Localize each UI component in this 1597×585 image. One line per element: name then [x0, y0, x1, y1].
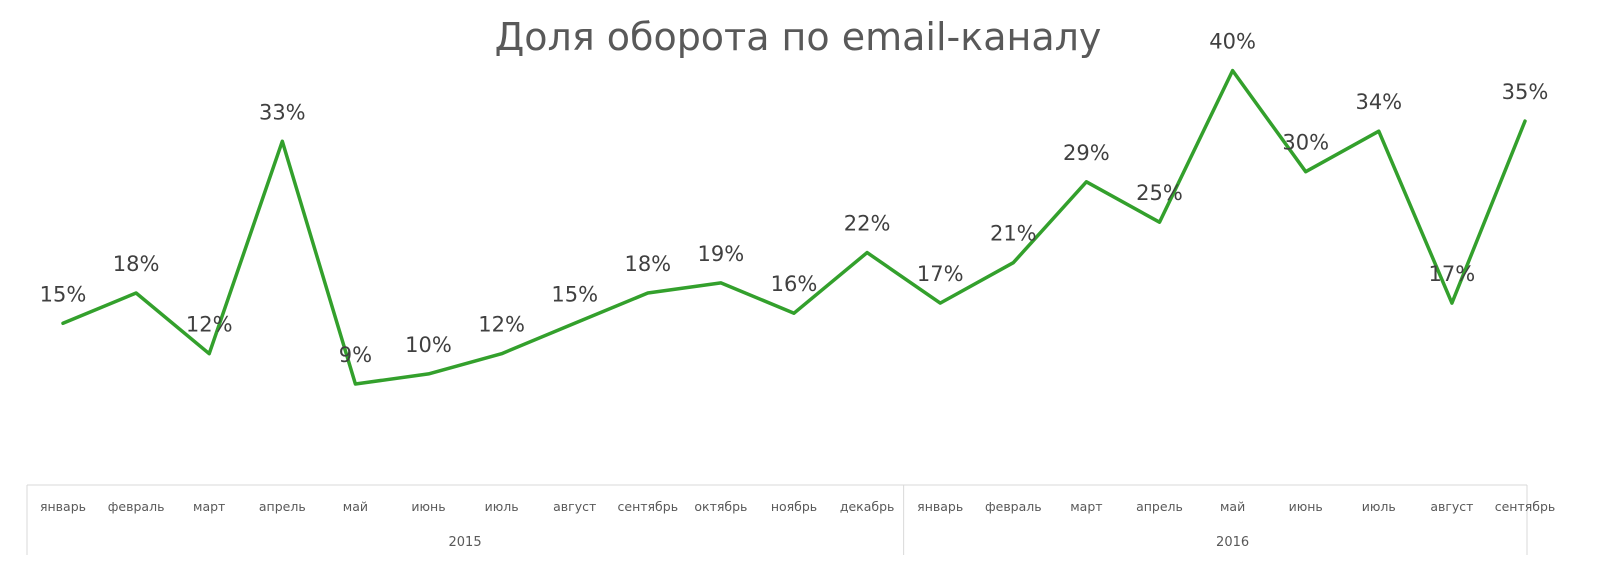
x-tick-label: сентябрь: [618, 499, 679, 514]
x-tick-label: январь: [40, 499, 86, 514]
plot-area: 15% 18% 12% 33% 9% 10% 12% 15% 18% 19% 16% 22% 17% 21…: [40, 30, 1549, 386]
x-tick-label: октябрь: [694, 499, 747, 514]
data-label: 33%: [259, 100, 306, 124]
data-label: 19%: [698, 242, 745, 266]
data-label: 10%: [405, 333, 452, 357]
year-group-label: 2016: [1216, 535, 1249, 550]
data-label: 15%: [551, 282, 598, 306]
x-tick-label: апрель: [259, 499, 306, 514]
x-tick-label: январь: [917, 499, 963, 514]
data-label: 12%: [186, 313, 233, 337]
data-label: 18%: [624, 252, 671, 276]
data-label: 18%: [113, 252, 160, 276]
year-group-label: 2015: [449, 535, 482, 550]
data-label: 17%: [1429, 262, 1476, 286]
x-tick-label: март: [193, 499, 225, 514]
data-label: 16%: [771, 272, 818, 296]
x-tick-label: июнь: [1289, 499, 1323, 514]
data-label: 40%: [1209, 30, 1256, 54]
x-tick-label: август: [553, 499, 596, 514]
data-label: 21%: [990, 222, 1037, 246]
data-label: 17%: [917, 262, 964, 286]
chart-title: Доля оборота по email-каналу: [495, 15, 1102, 59]
category-axis: январь февраль март апрель май июнь июль август…: [26, 484, 1556, 555]
series-line: [61, 68, 1527, 386]
x-tick-label: февраль: [985, 499, 1042, 514]
data-label: 29%: [1063, 141, 1110, 165]
x-tick-label: июль: [485, 499, 519, 514]
x-tick-label: август: [1430, 499, 1473, 514]
data-label: 12%: [478, 313, 525, 337]
data-label: 22%: [844, 212, 891, 236]
x-tick-label: апрель: [1136, 499, 1183, 514]
data-label: 15%: [40, 282, 87, 306]
x-tick-label: май: [1220, 499, 1245, 514]
x-tick-label: июнь: [411, 499, 445, 514]
data-label: 9%: [339, 343, 372, 367]
x-tick-label: июль: [1362, 499, 1396, 514]
x-tick-label: март: [1070, 499, 1102, 514]
data-label: 35%: [1502, 80, 1549, 104]
x-tick-label: декабрь: [840, 499, 895, 514]
data-label: 30%: [1282, 131, 1329, 155]
data-label: 25%: [1136, 181, 1183, 205]
x-tick-label: май: [343, 499, 368, 514]
data-label: 34%: [1355, 90, 1402, 114]
x-tick-label: сентябрь: [1495, 499, 1556, 514]
x-tick-label: февраль: [108, 499, 165, 514]
x-tick-label: ноябрь: [771, 499, 817, 514]
